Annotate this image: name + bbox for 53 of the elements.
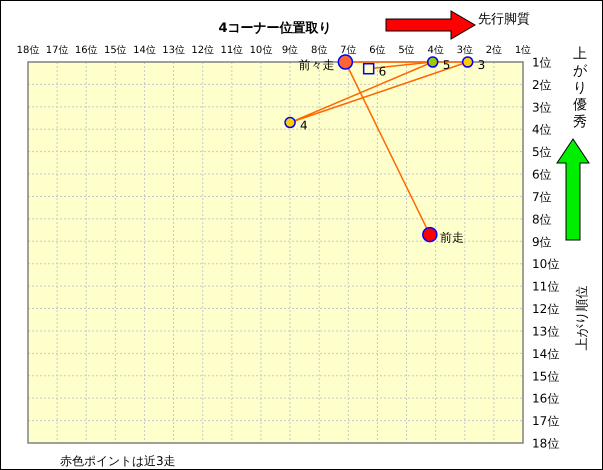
y-tick-label: 8位	[532, 212, 552, 226]
y-tick-label: 15位	[532, 369, 560, 384]
point	[338, 54, 354, 70]
point	[462, 56, 474, 68]
y-tick-label: 6位	[532, 168, 552, 182]
annotation: 3	[478, 58, 486, 72]
y-tick-label: 10位	[532, 257, 560, 272]
annotation: 6	[378, 64, 386, 79]
y-tick-label: 7位	[532, 190, 552, 204]
point	[422, 226, 438, 242]
y-tick-label: 2位	[532, 78, 552, 92]
x-tick-label: 16位	[74, 44, 98, 56]
x-tick-label: 8位	[310, 44, 328, 56]
annotation: 前々走	[298, 58, 334, 72]
y-tick-label: 17位	[532, 414, 560, 428]
x-tick-label: 15位	[104, 44, 127, 56]
point	[284, 116, 296, 128]
y-tick-label: 4位	[532, 122, 552, 137]
y-tick-label: 1位	[532, 56, 552, 70]
x-tick-label: 18位	[16, 44, 40, 56]
y-tick-label: 16位	[532, 392, 560, 406]
annotation: 4	[300, 118, 308, 133]
x-tick-label: 5位	[398, 44, 415, 56]
point	[362, 62, 374, 74]
x-tick-label: 4位	[427, 44, 444, 56]
y-tick-label: 12位	[532, 302, 560, 316]
chart-title: 4コーナー位置取り	[218, 21, 332, 36]
y-tick-label: 11位	[532, 280, 560, 294]
x-tick-label: 13位	[162, 44, 185, 56]
point	[426, 56, 438, 68]
y-axis-title: 上がり順位	[575, 286, 590, 350]
y-tick-label: 14位	[532, 346, 560, 361]
x-tick-label: 1位	[514, 44, 532, 56]
x-tick-label: 2位	[486, 44, 502, 56]
y-tick-label: 18位	[532, 436, 560, 450]
annotation: 5	[442, 58, 450, 72]
annotation: 前走	[440, 230, 464, 245]
y-tick-label: 9位	[532, 234, 552, 249]
x-tick-label: 11位	[220, 44, 244, 56]
text: 赤色ポイントは近3走	[60, 454, 176, 468]
y-tick-label: 3位	[532, 100, 552, 114]
y-tick-label: 5位	[532, 145, 552, 160]
x-tick-label: 17位	[46, 44, 68, 56]
x-tick-label: 9位	[282, 44, 298, 56]
x-tick-label: 10位	[250, 44, 272, 56]
x-tick-label: 7位	[340, 44, 356, 56]
x-tick-label: 6位	[369, 44, 386, 56]
x-tick-label: 3位	[456, 44, 473, 56]
y-tick-label: 13位	[532, 324, 560, 338]
x-tick-label: 14位	[133, 44, 156, 56]
text: 先行脚質	[478, 12, 530, 27]
text: 上がり優秀	[573, 46, 588, 130]
x-tick-label: 12位	[191, 44, 214, 56]
